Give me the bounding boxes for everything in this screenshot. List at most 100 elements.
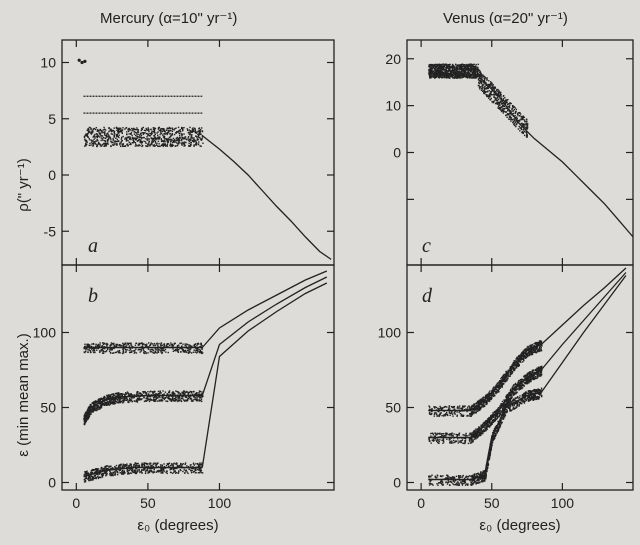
data-point <box>174 470 176 472</box>
data-point <box>186 343 188 345</box>
data-point <box>111 401 113 404</box>
data-point <box>139 392 141 394</box>
data-point <box>110 472 113 474</box>
data-point <box>436 71 438 74</box>
data-point <box>119 144 121 146</box>
data-point <box>188 133 190 135</box>
data-point <box>489 396 491 399</box>
data-point <box>113 401 116 403</box>
data-point <box>152 130 155 133</box>
data-point <box>104 145 106 147</box>
data-point <box>94 401 97 404</box>
data-point <box>492 83 494 86</box>
data-point <box>432 64 435 67</box>
data-point <box>88 477 90 480</box>
data-point <box>104 347 106 350</box>
data-point <box>184 396 187 398</box>
data-point <box>195 141 198 144</box>
data-point <box>132 471 134 474</box>
data-point <box>481 404 484 407</box>
data-point <box>465 76 468 78</box>
data-point <box>512 120 515 123</box>
data-point <box>487 83 490 86</box>
data-point <box>113 127 115 129</box>
data-point <box>441 414 443 417</box>
data-point <box>157 390 160 393</box>
data-point <box>129 400 131 402</box>
data-point <box>442 66 444 68</box>
data-point <box>523 116 525 119</box>
data-point <box>143 343 145 345</box>
data-point <box>156 352 158 354</box>
data-point <box>184 399 187 402</box>
data-point <box>454 75 456 77</box>
data-point <box>159 393 161 395</box>
data-point <box>89 413 91 416</box>
data-point <box>171 139 173 141</box>
data-point <box>505 111 507 113</box>
data-point <box>518 115 521 117</box>
data-point <box>487 399 489 401</box>
data-point <box>437 63 440 66</box>
data-point <box>145 345 147 347</box>
data-point <box>125 392 127 394</box>
data-point <box>433 64 436 66</box>
data-point <box>111 396 114 398</box>
data-point <box>89 142 91 145</box>
data-point <box>157 392 160 395</box>
x-tick-label: 0 <box>417 495 425 511</box>
data-point <box>181 463 183 465</box>
data-point <box>458 66 461 68</box>
data-point <box>508 118 510 120</box>
series-curve <box>201 270 328 348</box>
data-point <box>185 400 188 402</box>
data-point <box>196 344 198 347</box>
top-ylabel: ρ(" yr⁻¹) <box>15 158 32 211</box>
data-point <box>471 72 474 74</box>
data-point <box>456 65 459 67</box>
data-point <box>183 400 186 402</box>
data-point <box>125 350 127 352</box>
data-point <box>143 350 145 352</box>
data-point <box>162 143 165 146</box>
data-point <box>508 113 510 115</box>
data-point <box>119 345 122 347</box>
data-point <box>174 141 176 143</box>
data-point <box>445 413 447 415</box>
data-point <box>130 467 132 470</box>
data-point <box>174 140 176 142</box>
data-point <box>90 345 93 348</box>
data-point <box>431 73 433 75</box>
data-point <box>103 143 106 145</box>
data-point <box>125 345 127 348</box>
data-point <box>433 73 435 76</box>
data-point <box>158 349 160 351</box>
data-point <box>488 396 491 398</box>
data-point <box>135 342 138 345</box>
data-point <box>148 393 150 395</box>
data-point <box>91 471 93 474</box>
data-point <box>161 128 163 130</box>
data-point <box>167 465 170 467</box>
data-point <box>97 343 100 346</box>
data-point <box>169 136 171 139</box>
data-point <box>441 407 444 410</box>
data-point <box>470 415 472 417</box>
data-point <box>155 349 157 351</box>
data-point <box>105 135 108 137</box>
data-point <box>151 130 153 133</box>
data-point <box>157 136 159 138</box>
data-point <box>83 415 86 417</box>
data-point <box>113 398 116 401</box>
data-point <box>100 145 103 147</box>
data-point <box>104 467 106 469</box>
data-point <box>167 131 170 133</box>
data-point <box>156 142 158 144</box>
data-point <box>161 134 164 136</box>
data-point <box>143 391 145 393</box>
data-point <box>170 399 172 401</box>
data-point <box>110 128 112 130</box>
data-point <box>123 343 125 346</box>
data-point <box>486 79 488 81</box>
data-point <box>489 399 491 401</box>
